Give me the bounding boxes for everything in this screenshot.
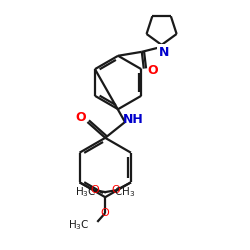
Text: NH: NH: [122, 112, 143, 126]
Text: O: O: [148, 64, 158, 77]
Text: O: O: [112, 185, 120, 195]
Text: H$_3$C: H$_3$C: [75, 185, 96, 199]
Text: N: N: [158, 46, 169, 59]
Text: H$_3$C: H$_3$C: [68, 218, 90, 232]
Text: O: O: [101, 208, 110, 218]
Text: O: O: [90, 185, 99, 195]
Text: N: N: [158, 46, 169, 59]
Text: CH$_3$: CH$_3$: [114, 185, 135, 199]
Text: O: O: [75, 110, 86, 124]
